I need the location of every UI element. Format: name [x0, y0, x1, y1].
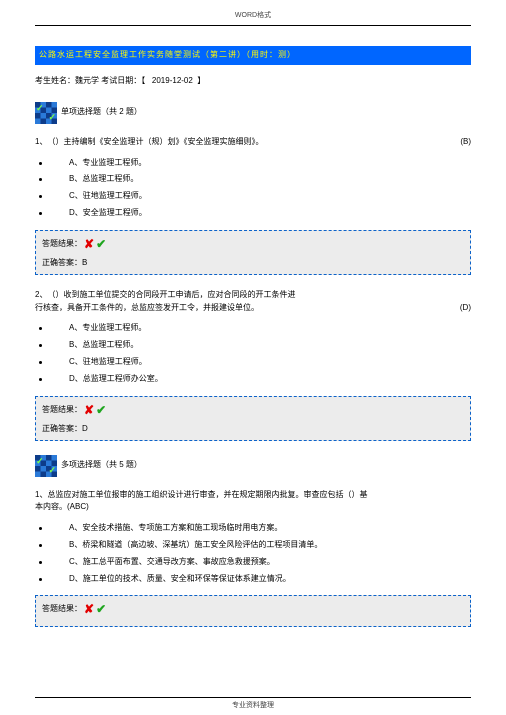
q2-res-label: 答题结果： [42, 404, 82, 417]
section2-label: 多项选择题（共 5 题） [61, 459, 142, 472]
q3-opt-a[interactable]: A、安全技术措施、专项施工方案和施工现场临时用电方案。 [35, 522, 471, 535]
q2-opt-d[interactable]: D、总监理工程师办公室。 [35, 373, 471, 386]
q3-options: A、安全技术措施、专项施工方案和施工现场临时用电方案。 B、桥梁和隧道（高边坡、… [35, 522, 471, 585]
section1-label: 单项选择题（共 2 题） [61, 106, 142, 119]
q1-options: A、专业监理工程师。 B、总监理工程师。 C、驻地监理工程师。 D、安全监理工程… [35, 157, 471, 220]
student-name: 考生姓名：魏元学 [35, 76, 99, 85]
wrong-icon: ✘ [84, 235, 94, 254]
date-value: 2019-12-02 [152, 76, 193, 85]
question-1: 1、 （）主持编制《安全监理计（规）划》《安全监理实施细则》。 (B) A、专业… [35, 136, 471, 275]
question-3: 1、 总监应对施工单位报审的施工组织设计进行审查，并在规定期限内批复。审查应包括… [35, 489, 471, 628]
q3-result: 答题结果： ✘ ✔ [35, 595, 471, 627]
right-icon: ✔ [96, 235, 106, 254]
student-meta: 考生姓名：魏元学 考试日期：【 2019-12-02 】 [35, 75, 471, 88]
q3-res-label: 答题结果： [42, 603, 82, 616]
q1-correct: 正确答案：B [42, 257, 464, 270]
q1-num: 1、 [35, 136, 47, 149]
q1-text: （）主持编制《安全监理计（规）划》《安全监理实施细则》。 [47, 136, 449, 149]
q2-correct: 正确答案：D [42, 423, 464, 436]
q1-res-label: 答题结果： [42, 238, 82, 251]
section-multi-choice: 多项选择题（共 5 题） [35, 455, 471, 477]
top-rule [35, 25, 471, 26]
q2-text1: （）收到施工单位提交的合同段开工申请后，应对合同段的开工条件进 [47, 289, 471, 302]
section-single-choice: 单项选择题（共 2 题） [35, 102, 471, 124]
q2-opt-a[interactable]: A、专业监理工程师。 [35, 322, 471, 335]
right-icon: ✔ [96, 401, 106, 420]
date-label: 考试日期： [101, 76, 141, 85]
q3-opt-d[interactable]: D、施工单位的技术、质量、安全和环保等保证体系建立情况。 [35, 573, 471, 586]
q1-opt-d[interactable]: D、安全监理工程师。 [35, 207, 471, 220]
wrong-icon: ✘ [84, 600, 94, 619]
q3-num: 1、 [35, 489, 47, 502]
q3-opt-b[interactable]: B、桥梁和隧道（高边坡、深基坑）施工安全风险评估的工程项目清单。 [35, 539, 471, 552]
q2-options: A、专业监理工程师。 B、总监理工程师。 C、驻地监理工程师。 D、总监理工程师… [35, 322, 471, 385]
q3-text1: 总监应对施工单位报审的施工组织设计进行审查，并在规定期限内批复。审查应包括（）基 [47, 489, 471, 502]
q1-mark: (B) [449, 136, 471, 149]
q2-result: 答题结果： ✘ ✔ 正确答案：D [35, 396, 471, 441]
header-tag: WORD格式 [35, 10, 471, 21]
q1-opt-a[interactable]: A、专业监理工程师。 [35, 157, 471, 170]
q1-result: 答题结果： ✘ ✔ 正确答案：B [35, 230, 471, 275]
q2-opt-c[interactable]: C、驻地监理工程师。 [35, 356, 471, 369]
quad-check-icon [35, 102, 57, 124]
title-bar: 公路水运工程安全监理工作实务随堂测试（第二讲）（用时：测） [35, 46, 471, 65]
q3-opt-c[interactable]: C、施工总平面布置、交通导改方案、事故应急救援预案。 [35, 556, 471, 569]
right-icon: ✔ [96, 600, 106, 619]
q1-opt-b[interactable]: B、总监理工程师。 [35, 173, 471, 186]
q2-opt-b[interactable]: B、总监理工程师。 [35, 339, 471, 352]
q2-mark: (D) [449, 302, 471, 315]
wrong-icon: ✘ [84, 401, 94, 420]
quad-check-icon [35, 455, 57, 477]
question-2: 2、 （）收到施工单位提交的合同段开工申请后，应对合同段的开工条件进 行核查，具… [35, 289, 471, 441]
q1-opt-c[interactable]: C、驻地监理工程师。 [35, 190, 471, 203]
footer: 专业资料整理 [35, 697, 471, 711]
q2-num: 2、 [35, 289, 47, 302]
q3-text2: 本内容。(ABC) [35, 501, 471, 514]
q2-text2: 行核查，具备开工条件的，总监应签发开工令，并报建设单位。 [35, 302, 449, 315]
